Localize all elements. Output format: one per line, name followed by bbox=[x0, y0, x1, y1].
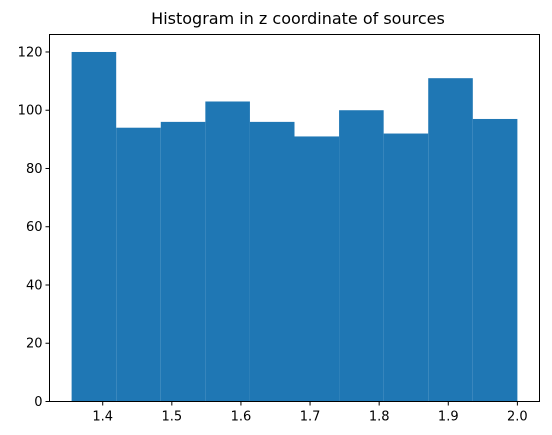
histogram-bar bbox=[294, 136, 340, 402]
x-tick-label: 1.9 bbox=[438, 410, 459, 425]
histogram-bar bbox=[383, 133, 429, 402]
y-tick-label: 20 bbox=[26, 337, 43, 352]
x-tick-label: 1.7 bbox=[300, 410, 321, 425]
y-tick-label: 0 bbox=[34, 395, 42, 410]
y-tick-label: 120 bbox=[18, 45, 43, 60]
bars-group bbox=[71, 51, 518, 402]
histogram-bar bbox=[249, 121, 295, 402]
x-tick-label: 1.6 bbox=[231, 410, 252, 425]
x-axis-ticks: 1.4 1.5 1.6 1.7 1.8 1.9 2.0 bbox=[92, 401, 528, 425]
histogram-bar bbox=[71, 51, 117, 402]
y-axis-ticks: 0 20 40 60 80 100 120 bbox=[18, 45, 50, 410]
histogram-bar bbox=[472, 118, 518, 402]
y-tick-label: 40 bbox=[26, 278, 43, 293]
chart-title: Histogram in z coordinate of sources bbox=[151, 9, 445, 28]
x-tick-label: 2.0 bbox=[507, 410, 528, 425]
plot-frame bbox=[49, 34, 540, 402]
histogram-bar bbox=[428, 78, 473, 402]
x-tick-label: 1.5 bbox=[161, 410, 182, 425]
y-tick-label: 80 bbox=[26, 162, 43, 177]
x-tick-label: 1.4 bbox=[92, 410, 113, 425]
histogram-bar bbox=[205, 101, 250, 402]
histogram-bar bbox=[116, 127, 161, 402]
histogram-bar bbox=[160, 121, 206, 402]
histogram-bar bbox=[339, 110, 384, 402]
x-tick-label: 1.8 bbox=[369, 410, 390, 425]
y-tick-label: 100 bbox=[18, 104, 43, 119]
y-tick-label: 60 bbox=[26, 220, 43, 235]
